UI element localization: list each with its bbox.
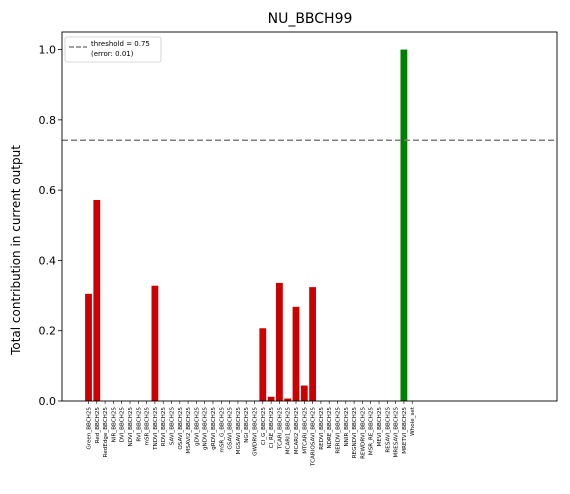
chart-title: NU_BBCH99 <box>268 11 353 27</box>
x-tick-label: Red_BBCH25 <box>95 407 101 444</box>
axes-frame <box>61 31 558 402</box>
x-tick-label: gDVI_BBCH25 <box>194 407 200 446</box>
x-tick-label: MSAVI2_BBCH25 <box>186 407 192 454</box>
bar <box>275 282 283 401</box>
bar <box>400 49 408 401</box>
bar <box>292 306 300 401</box>
x-tick-label: TCARI_BBCH25 <box>277 407 283 450</box>
bar <box>284 398 292 401</box>
x-tick-label: NGI_BBCH25 <box>244 407 250 443</box>
x-tick-label: MEVI_BBCH25 <box>377 407 383 447</box>
legend-box <box>64 36 162 63</box>
bar <box>267 396 275 401</box>
y-tick-label: 0.0 <box>39 395 57 408</box>
x-tick-label: RERDVI_BBCH25 <box>336 407 342 454</box>
x-tick-label: DVI_BBCH25 <box>120 407 126 443</box>
bar <box>151 285 159 401</box>
x-tick-label: GSAVI_BBCH25 <box>228 407 234 450</box>
x-tick-label: NDRE_BBCH25 <box>327 407 333 449</box>
x-tick-label: TNDVI_BBCH25 <box>153 407 159 451</box>
x-tick-label: MSR_RE_BBCH25 <box>369 407 375 456</box>
bar <box>93 199 101 401</box>
x-tick-label: MRESAVI_BBCH25 <box>394 407 400 458</box>
y-tick-label: 0.4 <box>39 254 57 267</box>
x-tick-label: RVI_BBCH25 <box>136 407 142 442</box>
x-tick-label: gRDVI_BBCH25 <box>211 407 217 450</box>
x-tick-label: TCARIOSAVI_BBCH25 <box>311 407 317 467</box>
bar <box>300 385 308 401</box>
bar <box>309 287 317 401</box>
x-tick-label: RDVI_BBCH25 <box>161 407 167 447</box>
x-tick-label: OSAVI_BBCH25 <box>178 407 184 450</box>
x-tick-label: GWDRVI_BBCH25 <box>253 407 259 456</box>
x-tick-label: MCARI2_BBCH25 <box>294 407 300 455</box>
x-tick-label: MGSAVI_BBCH25 <box>236 407 242 455</box>
bar <box>259 328 267 401</box>
x-tick-label: SAVI_BBCH25 <box>170 407 176 446</box>
x-tick-label: RedEdge_BBCH25 <box>103 407 109 458</box>
x-tick-label: MCARI1_BBCH25 <box>286 407 292 455</box>
x-tick-label: mSR_G_BBCH25 <box>219 407 225 453</box>
x-tick-label: MTCARI_BBCH25 <box>302 407 308 454</box>
legend-threshold-label: threshold = 0.75 <box>91 40 150 48</box>
x-tick-label: gNDVI_BBCH25 <box>203 407 209 450</box>
y-axis-label: Total contribution in current output <box>9 145 23 356</box>
x-tick-label: Green_BBCH25 <box>87 407 93 450</box>
x-tick-label: REGNDVI_BBCH25 <box>352 407 358 459</box>
legend-error-label: (error: 0.01) <box>91 50 134 58</box>
bar <box>85 293 92 401</box>
x-tick-label: NNIR_BBCH25 <box>344 407 350 447</box>
x-tick-label: NDVI_BBCH25 <box>128 407 134 447</box>
x-tick-label: REDVI_BBCH25 <box>319 407 325 450</box>
x-tick-label: MRETVI_BBCH25 <box>402 407 408 454</box>
x-tick-label: RESAVI_BBCH25 <box>385 407 391 453</box>
y-tick-label: 0.8 <box>39 114 57 127</box>
x-tick-label: NIR_BBCH25 <box>111 407 117 443</box>
x-tick-label: CI_G_BBCH25 <box>261 407 267 446</box>
x-tick-label: mSR_BBCH25 <box>145 407 151 446</box>
legend: threshold = 0.75 (error: 0.01) <box>64 36 162 63</box>
y-tick-label: 0.6 <box>39 184 57 197</box>
x-tick-label: CI_RE_BBCH25 <box>269 407 275 449</box>
y-tick-label: 1.0 <box>39 44 57 57</box>
plot-area: 0.0 0.2 0.4 0.6 0.8 1.0 Green_BBCH25 Red_BBCH25… <box>39 31 558 467</box>
y-tick-label: 0.2 <box>39 325 57 338</box>
x-tick-label: Whole_set <box>410 406 416 436</box>
x-tick-label: REWDRVI_BBCH25 <box>360 407 366 459</box>
